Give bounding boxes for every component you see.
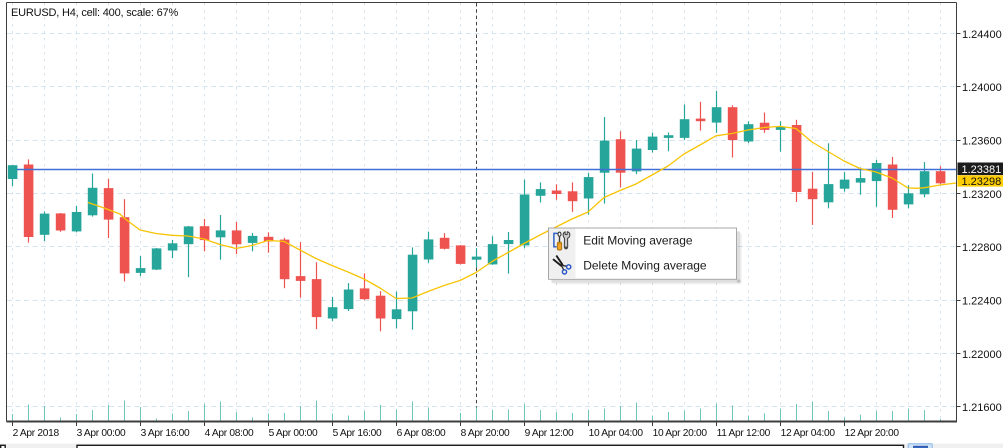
- svg-text:12 Apr 20:00: 12 Apr 20:00: [845, 428, 900, 439]
- svg-text:3 Apr 16:00: 3 Apr 16:00: [141, 428, 190, 439]
- svg-text:11 Apr 12:00: 11 Apr 12:00: [717, 428, 771, 439]
- svg-text:2 Apr 2018: 2 Apr 2018: [13, 428, 60, 439]
- svg-text:1.22400: 1.22400: [962, 296, 1002, 308]
- svg-text:1.24400: 1.24400: [962, 29, 1002, 41]
- svg-text:1.23381: 1.23381: [962, 164, 1002, 176]
- svg-text:1.23600: 1.23600: [962, 136, 1002, 148]
- svg-text:1.22000: 1.22000: [962, 349, 1002, 361]
- svg-text:Delete Moving average: Delete Moving average: [583, 259, 707, 273]
- svg-text:12 Apr 04:00: 12 Apr 04:00: [781, 428, 836, 439]
- svg-text:1.22800: 1.22800: [962, 242, 1002, 254]
- svg-text:10 Apr 20:00: 10 Apr 20:00: [653, 428, 708, 439]
- svg-text:8 Apr 20:00: 8 Apr 20:00: [461, 428, 510, 439]
- svg-text:10 Apr 04:00: 10 Apr 04:00: [589, 428, 644, 439]
- svg-text:1.23200: 1.23200: [962, 189, 1002, 201]
- svg-text:5 Apr 16:00: 5 Apr 16:00: [333, 428, 382, 439]
- svg-text:6 Apr 08:00: 6 Apr 08:00: [397, 428, 446, 439]
- svg-text:EURUSD, H4, cell: 400, scale:: EURUSD, H4, cell: 400, scale: 67%: [11, 7, 178, 19]
- svg-text:3 Apr 00:00: 3 Apr 00:00: [77, 428, 126, 439]
- svg-text:5 Apr 00:00: 5 Apr 00:00: [269, 428, 318, 439]
- svg-text:4 Apr 08:00: 4 Apr 08:00: [205, 428, 254, 439]
- svg-text:Edit Moving average: Edit Moving average: [583, 234, 693, 248]
- svg-text:1.24000: 1.24000: [962, 82, 1002, 94]
- svg-text:9 Apr 12:00: 9 Apr 12:00: [525, 428, 574, 439]
- svg-text:1.23298: 1.23298: [962, 176, 1002, 188]
- svg-text:1.21600: 1.21600: [962, 402, 1002, 414]
